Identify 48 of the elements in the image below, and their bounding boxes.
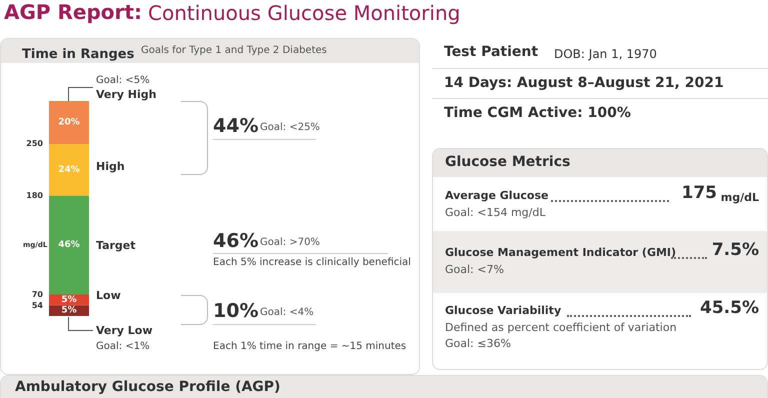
text: Goal: ≤36% [445, 337, 511, 350]
data-label: 20% [58, 118, 80, 128]
text: Each 5% increase is clinically beneficial [213, 257, 411, 268]
bar [49, 196, 89, 294]
text: Goal: <4% [260, 307, 314, 318]
series-label: Very High [96, 88, 156, 101]
series-label: High [96, 160, 125, 173]
text: 44% [213, 115, 258, 137]
text: Goals for Type 1 and Type 2 Diabetes [141, 45, 327, 56]
text: Defined as percent coefficient of variation [445, 321, 677, 334]
data-label: 5% [61, 294, 77, 305]
text: 45.5% [700, 298, 759, 318]
text: Time CGM Active: 100% [444, 105, 631, 121]
text: Glucose Metrics [445, 154, 570, 170]
text: 70 [32, 290, 43, 299]
text: Goal: <5% [96, 75, 150, 86]
text: Goal: <7% [445, 263, 504, 276]
text: mg/dL [720, 191, 759, 204]
text: Each 1% time in range = ~15 minutes [213, 341, 406, 352]
series-label: Very Low [96, 324, 153, 337]
bar [49, 101, 89, 144]
text: Continuous Glucose Monitoring [148, 1, 460, 25]
data-label: 46% [58, 240, 80, 250]
text: Goal: >70% [260, 237, 320, 248]
text: 46% [213, 230, 258, 252]
text: Goal: <25% [260, 122, 320, 133]
text: Glucose Variability [445, 304, 562, 317]
data-label: 5% [61, 306, 77, 316]
text: Ambulatory Glucose Profile (AGP) [15, 379, 280, 395]
text: 14 Days: August 8–August 21, 2021 [444, 75, 724, 91]
series-label: Target [96, 239, 136, 252]
text: Test Patient [444, 44, 538, 60]
data-label: 24% [58, 164, 80, 175]
text: DOB: Jan 1, 1970 [554, 47, 657, 61]
text: 250 [26, 139, 43, 148]
text: Average Glucose [445, 189, 548, 202]
text: AGP Report: [4, 0, 142, 24]
series-label: Low [96, 289, 121, 302]
text: 10% [213, 300, 258, 322]
text: Glucose Management Indicator (GMI) [445, 246, 676, 259]
text: 7.5% [712, 240, 759, 260]
text: Goal: <1% [96, 341, 150, 352]
bar [49, 144, 89, 196]
text: 180 [26, 191, 43, 200]
text: 54 [32, 301, 43, 310]
text: Goal: <154 mg/dL [445, 206, 546, 219]
chart-title: Time in Ranges [22, 47, 135, 62]
text: 175 [682, 183, 717, 203]
